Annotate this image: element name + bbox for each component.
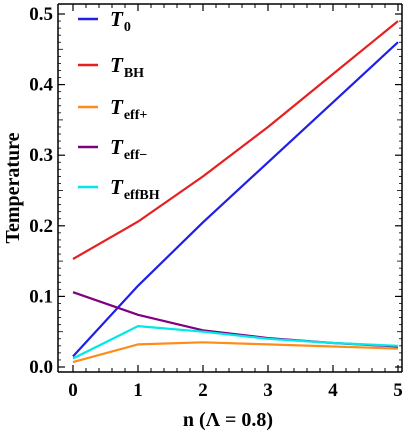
legend-item: TBH [78, 53, 144, 81]
legend-label-sub: effBH [124, 188, 160, 203]
x-tick-label: 3 [263, 380, 273, 401]
y-axis-title: Temperature [2, 132, 24, 243]
legend-label-sub: 0 [124, 20, 131, 35]
legend-label-sub: eff+ [124, 108, 148, 123]
legend-label-main: T [110, 175, 124, 199]
legend-label: T0 [110, 7, 131, 35]
legend-item: TeffBH [78, 175, 160, 203]
ticks [58, 4, 402, 372]
legend-label: Teff− [110, 135, 147, 163]
series-line-T-BH [72, 20, 399, 260]
x-tick-label: 2 [198, 380, 208, 401]
legend-label: Teff+ [110, 95, 147, 123]
y-tick-label: 0.3 [29, 145, 53, 166]
series-line-T-eff− [72, 291, 399, 348]
legend-label: TeffBH [110, 175, 160, 203]
legend-label: TBH [110, 53, 144, 81]
legend-label-main: T [110, 135, 124, 159]
legend-item: Teff+ [78, 95, 147, 123]
y-tick-label: 0.4 [29, 75, 53, 96]
legend-label-main: T [110, 53, 124, 77]
series-lines [72, 20, 399, 364]
series-line-T-eff+ [72, 341, 399, 364]
series-line-T-effBH [72, 325, 399, 360]
legend-item: T0 [78, 7, 131, 35]
legend-label-sub: eff− [124, 148, 148, 163]
series-line-T-0 [72, 41, 399, 358]
y-tick-label: 0.1 [29, 286, 53, 307]
x-tick-label: 1 [133, 380, 143, 401]
x-axis-title: n (Λ = 0.8) [183, 409, 273, 431]
y-tick-label: 0.5 [29, 4, 53, 25]
x-tick-label: 5 [393, 380, 403, 401]
legend-label-main: T [110, 95, 124, 119]
x-tick-label: 4 [328, 380, 338, 401]
y-tick-label: 0.2 [29, 216, 53, 237]
x-tick-label: 0 [68, 380, 78, 401]
legend-label-sub: BH [124, 66, 144, 81]
legend-item: Teff− [78, 135, 147, 163]
tick-labels: 0 1 2 3 4 5 0.0 0.1 0.2 0.3 0.4 0.5 [29, 4, 403, 401]
legend-label-main: T [110, 7, 124, 31]
y-tick-label: 0.0 [29, 357, 53, 378]
